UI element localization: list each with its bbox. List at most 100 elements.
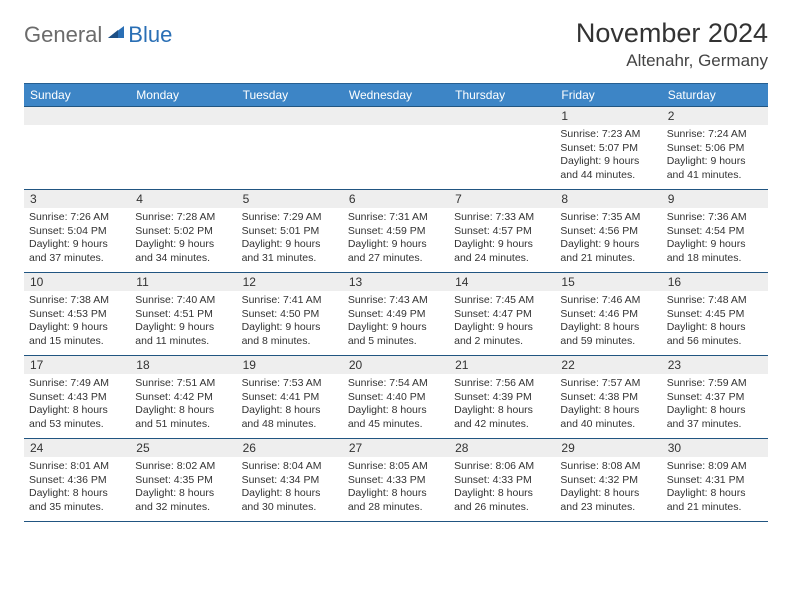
sunrise-text: Sunrise: 7:31 AM [348, 211, 444, 225]
month-title: November 2024 [576, 18, 768, 49]
daylight-line2: and 21 minutes. [667, 501, 763, 515]
daylight-line2: and 42 minutes. [454, 418, 550, 432]
sunrise-text: Sunrise: 7:56 AM [454, 377, 550, 391]
sunset-text: Sunset: 4:53 PM [29, 308, 125, 322]
sunset-text: Sunset: 4:41 PM [242, 391, 338, 405]
day-info: Sunrise: 8:02 AMSunset: 4:35 PMDaylight:… [130, 457, 236, 521]
day-info: Sunrise: 7:51 AMSunset: 4:42 PMDaylight:… [130, 374, 236, 438]
day-cell: 24Sunrise: 8:01 AMSunset: 4:36 PMDayligh… [24, 439, 130, 522]
sunrise-text: Sunrise: 7:36 AM [667, 211, 763, 225]
sunset-text: Sunset: 4:37 PM [667, 391, 763, 405]
daylight-line1: Daylight: 8 hours [560, 404, 656, 418]
logo: General Blue [24, 18, 172, 48]
daylight-line1: Daylight: 8 hours [560, 487, 656, 501]
sunset-text: Sunset: 4:51 PM [135, 308, 231, 322]
sunrise-text: Sunrise: 7:24 AM [667, 128, 763, 142]
sunrise-text: Sunrise: 8:04 AM [242, 460, 338, 474]
daylight-line2: and 27 minutes. [348, 252, 444, 266]
day-cell [237, 107, 343, 190]
day-number: 27 [343, 439, 449, 457]
daylight-line2: and 26 minutes. [454, 501, 550, 515]
day-info: Sunrise: 8:06 AMSunset: 4:33 PMDaylight:… [449, 457, 555, 521]
daylight-line2: and 18 minutes. [667, 252, 763, 266]
sunset-text: Sunset: 4:59 PM [348, 225, 444, 239]
day-cell: 1Sunrise: 7:23 AMSunset: 5:07 PMDaylight… [555, 107, 661, 190]
day-cell: 27Sunrise: 8:05 AMSunset: 4:33 PMDayligh… [343, 439, 449, 522]
day-cell: 16Sunrise: 7:48 AMSunset: 4:45 PMDayligh… [662, 273, 768, 356]
sunrise-text: Sunrise: 7:54 AM [348, 377, 444, 391]
day-number: 16 [662, 273, 768, 291]
sunrise-text: Sunrise: 7:38 AM [29, 294, 125, 308]
daylight-line2: and 24 minutes. [454, 252, 550, 266]
sunset-text: Sunset: 4:36 PM [29, 474, 125, 488]
day-info: Sunrise: 7:49 AMSunset: 4:43 PMDaylight:… [24, 374, 130, 438]
daylight-line2: and 51 minutes. [135, 418, 231, 432]
sunset-text: Sunset: 4:31 PM [667, 474, 763, 488]
day-number: 26 [237, 439, 343, 457]
day-number: 17 [24, 356, 130, 374]
day-info: Sunrise: 7:31 AMSunset: 4:59 PMDaylight:… [343, 208, 449, 272]
day-cell: 23Sunrise: 7:59 AMSunset: 4:37 PMDayligh… [662, 356, 768, 439]
daylight-line2: and 11 minutes. [135, 335, 231, 349]
day-info: Sunrise: 7:23 AMSunset: 5:07 PMDaylight:… [555, 125, 661, 189]
daylight-line2: and 34 minutes. [135, 252, 231, 266]
dayhead-thu: Thursday [449, 84, 555, 107]
sunrise-text: Sunrise: 7:23 AM [560, 128, 656, 142]
empty-day-number [130, 107, 236, 125]
daylight-line1: Daylight: 9 hours [135, 321, 231, 335]
daylight-line1: Daylight: 9 hours [29, 321, 125, 335]
day-number: 20 [343, 356, 449, 374]
daylight-line2: and 48 minutes. [242, 418, 338, 432]
sunset-text: Sunset: 4:40 PM [348, 391, 444, 405]
day-cell [449, 107, 555, 190]
logo-text-general: General [24, 22, 102, 48]
sunset-text: Sunset: 4:57 PM [454, 225, 550, 239]
day-cell: 22Sunrise: 7:57 AMSunset: 4:38 PMDayligh… [555, 356, 661, 439]
daylight-line2: and 44 minutes. [560, 169, 656, 183]
day-info: Sunrise: 7:29 AMSunset: 5:01 PMDaylight:… [237, 208, 343, 272]
day-info: Sunrise: 7:33 AMSunset: 4:57 PMDaylight:… [449, 208, 555, 272]
day-cell: 21Sunrise: 7:56 AMSunset: 4:39 PMDayligh… [449, 356, 555, 439]
day-info: Sunrise: 8:01 AMSunset: 4:36 PMDaylight:… [24, 457, 130, 521]
day-info: Sunrise: 7:38 AMSunset: 4:53 PMDaylight:… [24, 291, 130, 355]
daylight-line1: Daylight: 9 hours [454, 238, 550, 252]
day-cell: 5Sunrise: 7:29 AMSunset: 5:01 PMDaylight… [237, 190, 343, 273]
empty-day-info [449, 125, 555, 189]
sunrise-text: Sunrise: 8:09 AM [667, 460, 763, 474]
daylight-line2: and 37 minutes. [667, 418, 763, 432]
day-info: Sunrise: 7:48 AMSunset: 4:45 PMDaylight:… [662, 291, 768, 355]
day-cell [24, 107, 130, 190]
daylight-line1: Daylight: 8 hours [454, 404, 550, 418]
sunset-text: Sunset: 5:06 PM [667, 142, 763, 156]
sunrise-text: Sunrise: 7:40 AM [135, 294, 231, 308]
sunset-text: Sunset: 5:04 PM [29, 225, 125, 239]
daylight-line1: Daylight: 8 hours [29, 487, 125, 501]
day-info: Sunrise: 7:35 AMSunset: 4:56 PMDaylight:… [555, 208, 661, 272]
day-cell: 4Sunrise: 7:28 AMSunset: 5:02 PMDaylight… [130, 190, 236, 273]
dayhead-fri: Friday [555, 84, 661, 107]
day-number: 3 [24, 190, 130, 208]
daylight-line1: Daylight: 8 hours [348, 487, 444, 501]
sunrise-text: Sunrise: 7:41 AM [242, 294, 338, 308]
sunset-text: Sunset: 4:47 PM [454, 308, 550, 322]
daylight-line1: Daylight: 9 hours [667, 155, 763, 169]
daylight-line2: and 40 minutes. [560, 418, 656, 432]
day-cell: 12Sunrise: 7:41 AMSunset: 4:50 PMDayligh… [237, 273, 343, 356]
day-number: 9 [662, 190, 768, 208]
day-number: 25 [130, 439, 236, 457]
daylight-line2: and 32 minutes. [135, 501, 231, 515]
daylight-line2: and 2 minutes. [454, 335, 550, 349]
calendar-page: General Blue November 2024 Altenahr, Ger… [0, 0, 792, 540]
daylight-line1: Daylight: 8 hours [242, 487, 338, 501]
day-info: Sunrise: 7:57 AMSunset: 4:38 PMDaylight:… [555, 374, 661, 438]
day-cell: 9Sunrise: 7:36 AMSunset: 4:54 PMDaylight… [662, 190, 768, 273]
sunset-text: Sunset: 5:01 PM [242, 225, 338, 239]
day-number: 28 [449, 439, 555, 457]
day-info: Sunrise: 7:28 AMSunset: 5:02 PMDaylight:… [130, 208, 236, 272]
day-number: 14 [449, 273, 555, 291]
day-cell: 29Sunrise: 8:08 AMSunset: 4:32 PMDayligh… [555, 439, 661, 522]
sunset-text: Sunset: 4:45 PM [667, 308, 763, 322]
header: General Blue November 2024 Altenahr, Ger… [24, 18, 768, 71]
daylight-line2: and 31 minutes. [242, 252, 338, 266]
empty-day-info [130, 125, 236, 189]
